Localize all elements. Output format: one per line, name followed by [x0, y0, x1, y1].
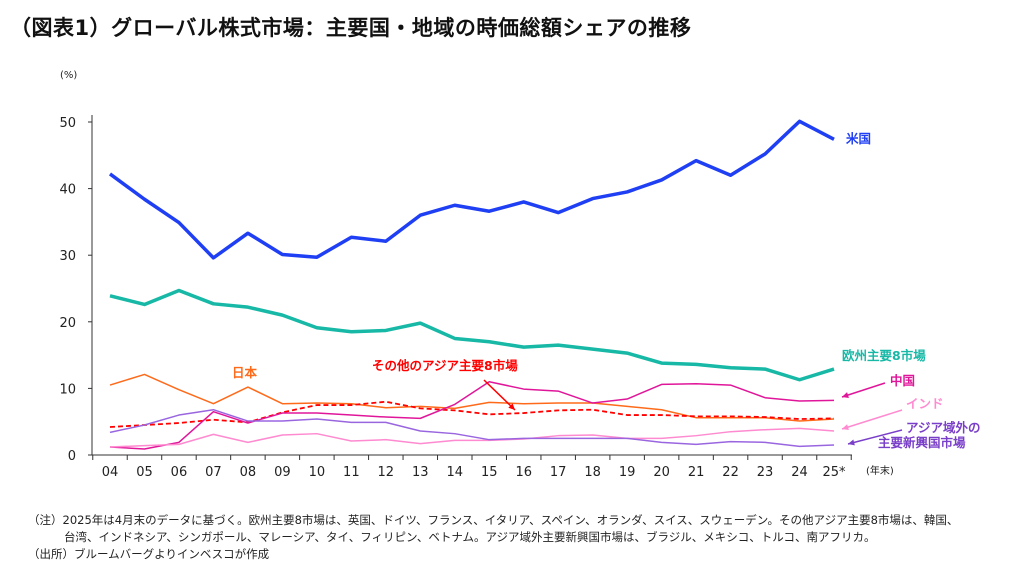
- x-tick-label: 10: [309, 465, 326, 480]
- x-tick-label: 04: [102, 465, 119, 480]
- annotation-arrow: [483, 379, 516, 411]
- note-line-2: 台湾、インドネシア、シンガポール、マレーシア、タイ、フィリピン、ベトナム。アジア…: [64, 530, 876, 544]
- annotation-arrow: [847, 429, 903, 445]
- x-tick-label: 25*: [822, 465, 846, 480]
- x-axis-label: (年末): [866, 464, 894, 477]
- series-line: [109, 380, 835, 450]
- x-tick-label: 07: [205, 465, 222, 480]
- x-tick-label: 18: [584, 465, 601, 480]
- series-label: アジア域外の: [906, 420, 981, 435]
- x-tick-label: 16: [515, 465, 532, 480]
- y-tick-label: 20: [59, 316, 76, 331]
- x-tick-label: 20: [653, 465, 670, 480]
- x-tick-label: 24: [791, 465, 808, 480]
- x-tick-label: 09: [274, 465, 291, 480]
- annotation-arrow: [841, 382, 886, 398]
- series-label: インド: [906, 396, 944, 411]
- series-label: 中国: [890, 373, 915, 388]
- y-tick-label: 0: [68, 449, 76, 464]
- x-tick-label: 21: [688, 465, 705, 480]
- series-label: その他のアジア主要8市場: [372, 358, 518, 373]
- y-axis-label: (%): [60, 70, 77, 81]
- x-tick-label: 23: [757, 465, 774, 480]
- y-tick-label: 50: [59, 116, 76, 131]
- x-tick-label: 19: [619, 465, 636, 480]
- series-label: 欧州主要8市場: [842, 348, 926, 363]
- x-tick-label: 12: [378, 465, 395, 480]
- series-line: [109, 408, 835, 448]
- x-tick-label: 05: [136, 465, 153, 480]
- annotation-arrow: [841, 409, 903, 430]
- x-tick-label: 14: [446, 465, 463, 480]
- arrow-head-icon: [842, 392, 849, 398]
- y-tick-label: 40: [59, 183, 76, 198]
- chart-title: （図表1）グローバル株式市場：主要国・地域の時価総額シェアの推移: [10, 16, 692, 40]
- x-tick-label: 15: [481, 465, 498, 480]
- series-line: [109, 400, 835, 428]
- arrow-head-icon: [848, 439, 855, 446]
- series-line: [108, 119, 835, 260]
- x-tick-label: 06: [171, 465, 188, 480]
- series-label: 日本: [232, 365, 258, 380]
- arrow-head-icon: [842, 424, 849, 430]
- series-label: 主要新興国市場: [878, 435, 966, 450]
- x-tick-label: 11: [343, 465, 360, 480]
- y-tick-label: 30: [59, 249, 76, 264]
- x-tick-label: 08: [240, 465, 257, 480]
- series-line: [109, 427, 835, 448]
- source-note: （出所）ブルームバーグよりインベスコが作成: [28, 547, 270, 561]
- arrow-head-icon: [508, 403, 515, 410]
- line-chart: 0 10 20 30 40 50 (%) 04 05 06 07 08 09 10 11 12 13 14 15 16…: [59, 70, 981, 480]
- series-line: [109, 373, 835, 422]
- x-tick-label: 13: [412, 465, 429, 480]
- x-tick-label: 17: [550, 465, 567, 480]
- note-line-1: （注）2025年は4月末のデータに基づく。欧州主要8市場は、英国、ドイツ、フラン…: [28, 513, 959, 527]
- y-tick-label: 10: [59, 382, 76, 397]
- series-line: [109, 288, 835, 382]
- series-label: 米国: [845, 131, 871, 146]
- x-tick-label: 22: [722, 465, 739, 480]
